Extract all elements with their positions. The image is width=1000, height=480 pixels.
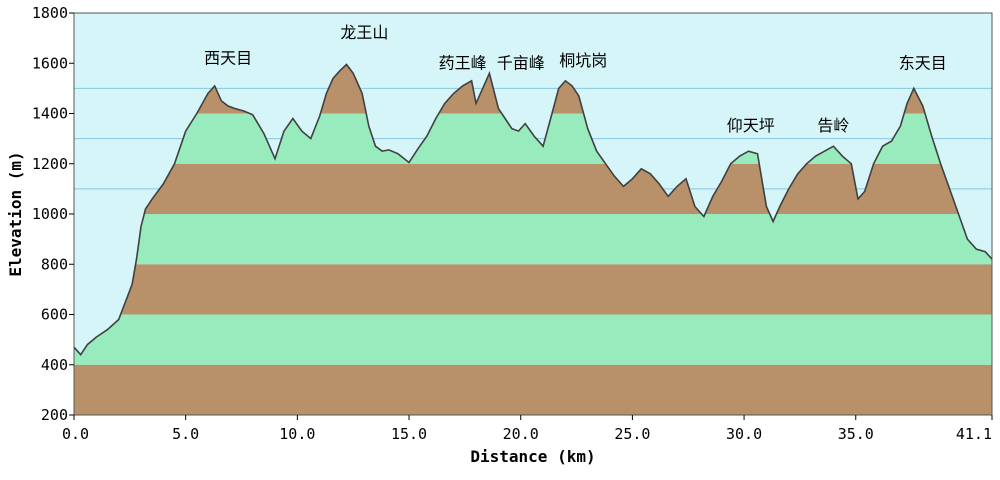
elevation-band [74, 163, 992, 214]
x-tick-label: 5.0 [172, 425, 199, 443]
peak-label: 龙王山 [340, 23, 388, 42]
y-tick-label: 1200 [32, 155, 68, 173]
x-axis-title: Distance (km) [470, 447, 595, 466]
y-axis-ticks: 200 400 600 800 1000 1200 1400 1600 1800 [32, 4, 74, 424]
x-axis-ticks: 0.0 5.0 10.0 15.0 20.0 25.0 30.0 35.0 41.1 [62, 415, 993, 443]
elevation-profile-line [73, 63, 993, 357]
y-tick-label: 400 [41, 356, 68, 374]
y-tick-label: 200 [41, 406, 68, 424]
x-tick-label: 35.0 [838, 425, 874, 443]
y-tick-label: 1400 [32, 105, 68, 123]
y-tick-label: 1800 [32, 4, 68, 22]
y-axis-title: Elevation (m) [6, 151, 25, 276]
x-tick-label: 15.0 [391, 425, 427, 443]
peak-label: 千亩峰 [497, 53, 545, 72]
x-tick-label: 25.0 [614, 425, 650, 443]
peak-label: 告岭 [817, 116, 849, 135]
x-tick-label: 0.0 [62, 425, 89, 443]
peak-label: 仰天坪 [727, 116, 775, 135]
y-tick-label: 600 [41, 306, 68, 324]
x-tick-label: 41.1 [956, 425, 992, 443]
elevation-band [74, 314, 992, 365]
elevation-band [74, 364, 992, 415]
x-tick-label: 30.0 [726, 425, 762, 443]
x-tick-label: 20.0 [503, 425, 539, 443]
y-tick-label: 1600 [32, 54, 68, 72]
x-tick-label: 10.0 [279, 425, 315, 443]
peak-label: 西天目 [204, 48, 252, 67]
peak-label: 药王峰 [439, 53, 487, 72]
elevation-band [74, 214, 992, 265]
y-tick-label: 1000 [32, 205, 68, 223]
peak-label: 桐坑岗 [559, 51, 607, 70]
peak-label: 东天目 [899, 53, 947, 72]
y-tick-label: 800 [41, 255, 68, 273]
elevation-band [74, 264, 992, 315]
